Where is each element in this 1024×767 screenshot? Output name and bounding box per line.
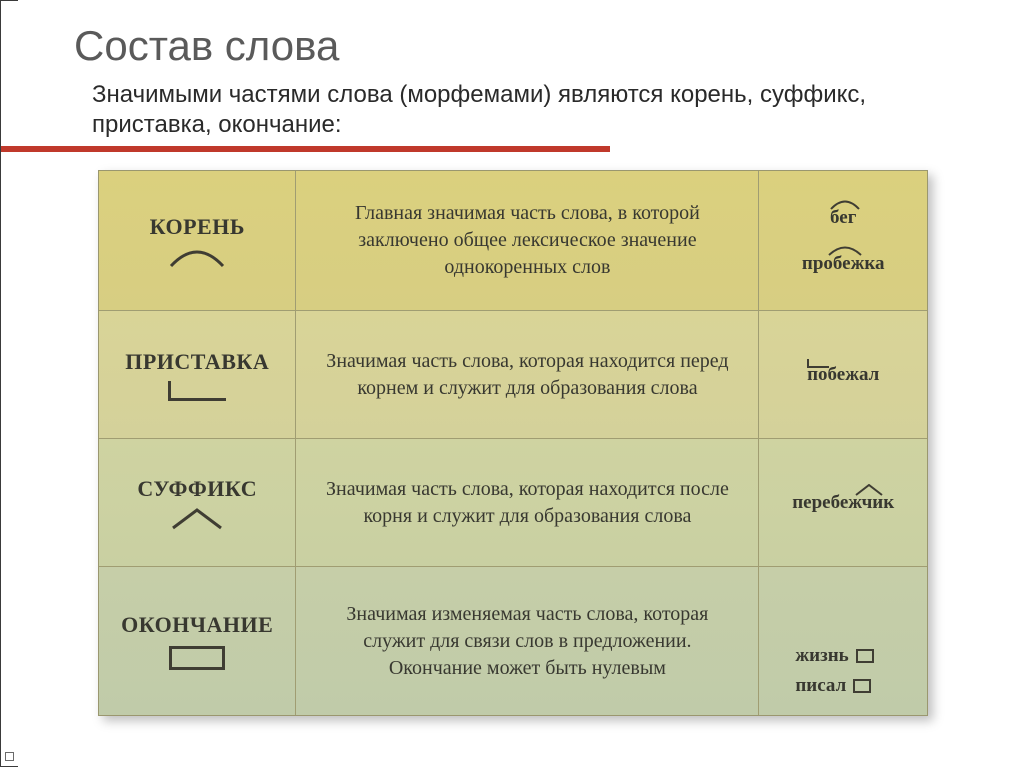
examples-cell: перебежчик xyxy=(759,439,927,566)
example-text: писал xyxy=(795,675,846,697)
ending-rect-icon xyxy=(169,646,225,670)
slide: Состав слова Значимыми частями слова (мо… xyxy=(0,0,1024,716)
definition-cell: Значимая часть слова, которая находится … xyxy=(296,311,759,438)
definition-text: Значимая часть слова, которая находится … xyxy=(324,476,730,530)
morpheme-name: ПРИСТАВКА xyxy=(125,349,269,375)
suffix-caret-icon xyxy=(854,484,884,496)
examples-cell: побежал xyxy=(759,311,927,438)
example-word: жизнь xyxy=(795,645,873,667)
table-row: СУФФИКС Значимая часть слова, которая на… xyxy=(99,439,927,567)
page-title: Состав слова xyxy=(74,22,956,70)
morpheme-name: ОКОНЧАНИЕ xyxy=(121,612,273,638)
suffix-caret-icon xyxy=(167,506,227,530)
slide-marker xyxy=(5,752,14,761)
definition-text: Значимая изменяемая часть слова, которая… xyxy=(324,601,730,682)
ending-rect-icon xyxy=(853,679,871,693)
morpheme-name-cell: КОРЕНЬ xyxy=(99,171,296,310)
example-word: писал xyxy=(795,675,871,697)
morpheme-name-cell: СУФФИКС xyxy=(99,439,296,566)
accent-divider xyxy=(0,146,610,152)
page-subtitle: Значимыми частями слова (морфемами) явля… xyxy=(92,80,956,140)
table-row: ПРИСТАВКА Значимая часть слова, которая … xyxy=(99,311,927,439)
definition-text: Значимая часть слова, которая находится … xyxy=(324,348,730,402)
examples-cell: бег пробежка xyxy=(759,171,927,310)
morpheme-name-cell: ОКОНЧАНИЕ xyxy=(99,567,296,715)
ending-rect-icon xyxy=(856,649,874,663)
slide-left-frame xyxy=(0,0,18,767)
definition-cell: Значимая часть слова, которая находится … xyxy=(296,439,759,566)
example-text: жизнь xyxy=(795,645,848,667)
morpheme-name-cell: ПРИСТАВКА xyxy=(99,311,296,438)
example-text: пробежка xyxy=(802,253,885,274)
definition-cell: Значимая изменяемая часть слова, которая… xyxy=(296,567,759,715)
example-word: бег xyxy=(830,207,856,229)
root-arc-icon xyxy=(167,244,227,268)
root-arc-icon xyxy=(830,198,860,210)
table-row: ОКОНЧАНИЕ Значимая изменяемая часть слов… xyxy=(99,567,927,715)
morpheme-name: СУФФИКС xyxy=(137,476,257,502)
definition-cell: Главная значимая часть слова, в которой … xyxy=(296,171,759,310)
root-arc-icon xyxy=(828,244,862,256)
definition-text: Главная значимая часть слова, в которой … xyxy=(324,200,730,281)
morpheme-table: КОРЕНЬ Главная значимая часть слова, в к… xyxy=(98,170,928,716)
example-text: бег xyxy=(830,207,856,228)
example-word: побежал xyxy=(807,364,879,386)
morpheme-name: КОРЕНЬ xyxy=(150,214,245,240)
examples-cell: жизнь писал xyxy=(759,567,927,715)
prefix-corner-icon xyxy=(807,359,829,368)
prefix-corner-icon xyxy=(168,381,226,401)
example-word: пробежка xyxy=(802,253,885,275)
example-word: перебежчик xyxy=(792,492,894,514)
table-row: КОРЕНЬ Главная значимая часть слова, в к… xyxy=(99,171,927,311)
